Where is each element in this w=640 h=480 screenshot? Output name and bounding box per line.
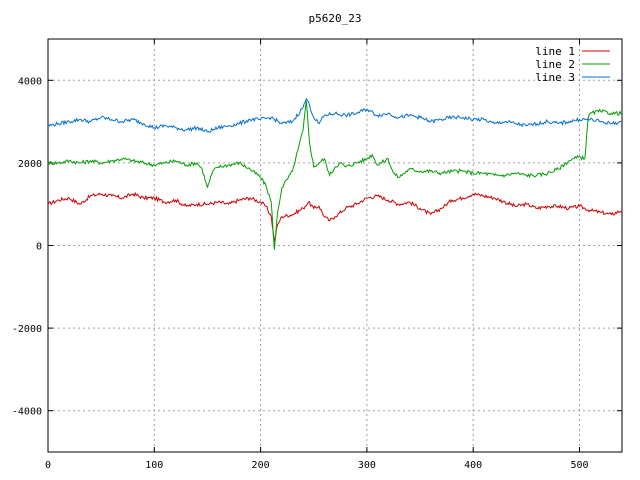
x-tick-label: 100 [145,460,163,471]
x-tick-label: 200 [252,460,270,471]
x-tick-label: 300 [358,460,376,471]
legend-label: line 2 [535,58,575,71]
y-tick-label: 0 [36,242,42,253]
x-tick-label: 500 [570,460,588,471]
ticks-layer: 0 100 200 300 400 500 -4000 -2000 0 2000 4000 [12,39,622,471]
y-tick-label: 4000 [18,76,42,87]
series-line-2 [47,100,623,250]
chart-title: p5620_23 [309,12,362,25]
x-tick-label: 400 [464,460,482,471]
grid-layer [48,39,622,452]
series-line-3 [47,97,623,133]
x-tick-label: 0 [45,460,51,471]
legend-label: line 3 [535,71,575,84]
y-tick-label: 2000 [18,159,42,170]
series-line-1 [47,191,623,242]
y-tick-label: -4000 [12,407,42,418]
legend-label: line 1 [535,45,575,58]
series-layer [47,97,623,250]
y-tick-label: -2000 [12,324,42,335]
